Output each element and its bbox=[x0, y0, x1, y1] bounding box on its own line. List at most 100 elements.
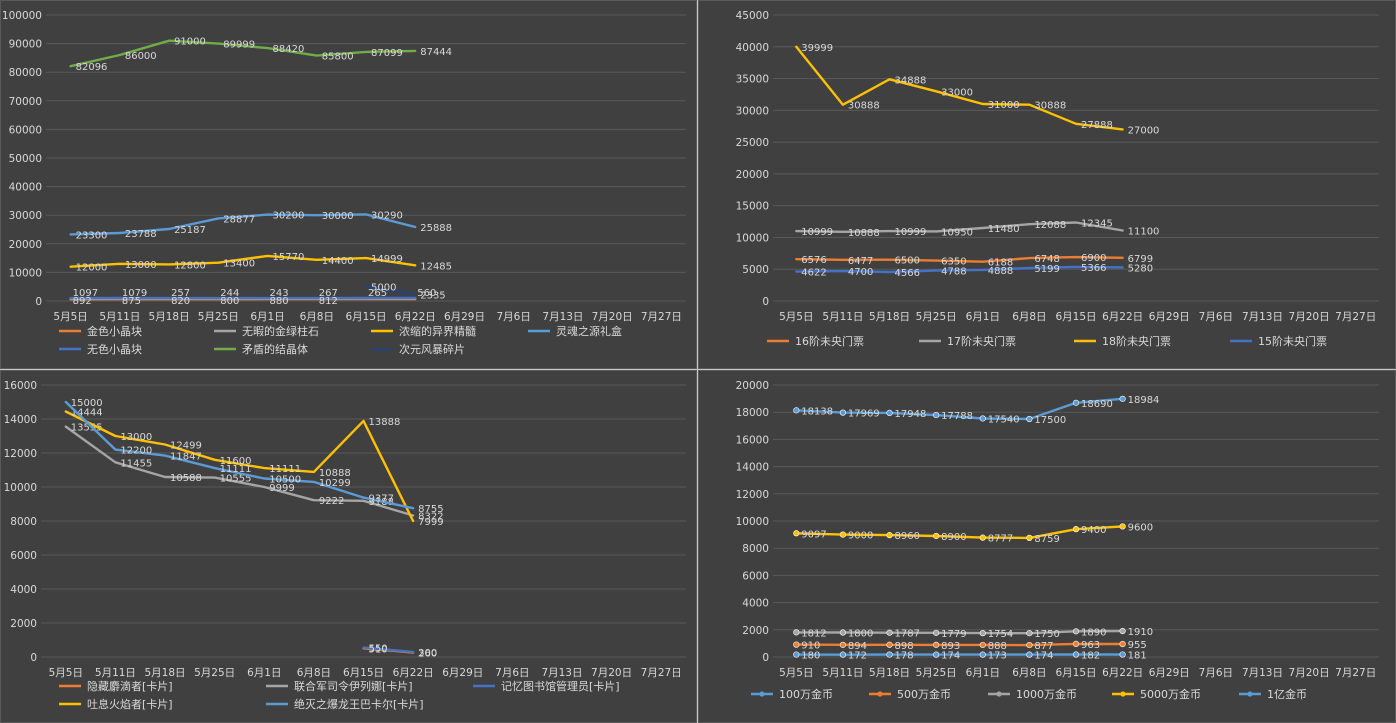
x-tick-label: 6月1日 bbox=[247, 667, 281, 679]
chart-panel-cards: 0 2000 4000 6000 8000 10000 12000 14000 16000 5月5… bbox=[0, 370, 697, 723]
legend-label: 金色小晶块 bbox=[87, 324, 142, 338]
data-point bbox=[1119, 395, 1126, 402]
y-tick-label: 35000 bbox=[736, 74, 769, 86]
y-tick-label: 80000 bbox=[9, 67, 42, 79]
legend-item: 灵魂之源礼盒 bbox=[528, 324, 622, 338]
x-tick-label: 5月11日 bbox=[822, 311, 863, 323]
y-tick-label: 2000 bbox=[742, 625, 769, 637]
data-label: 11455 bbox=[120, 458, 152, 469]
y-tick-label: 0 bbox=[35, 296, 42, 308]
legend-label: 17阶未央门票 bbox=[947, 334, 1016, 348]
data-label: 300 bbox=[418, 648, 437, 659]
extra-data-label: 812 bbox=[319, 296, 338, 307]
legend-item: 吐息火焰者[卡片] bbox=[59, 697, 173, 711]
legend-item: 17阶未央门票 bbox=[919, 334, 1016, 348]
data-label: 174 bbox=[941, 651, 960, 662]
legend-label: 矛盾的结晶体 bbox=[242, 342, 308, 356]
legend-item: 18阶未央门票 bbox=[1074, 334, 1171, 348]
y-tick-label: 30000 bbox=[736, 105, 769, 117]
data-label: 9377 bbox=[369, 494, 394, 505]
data-label: 14999 bbox=[371, 254, 403, 265]
y-tick-label: 10000 bbox=[736, 232, 769, 244]
x-tick-label: 6月22日 bbox=[1102, 667, 1143, 679]
data-label: 88420 bbox=[273, 44, 305, 55]
y-tick-label: 10000 bbox=[736, 516, 769, 528]
data-point bbox=[793, 641, 800, 648]
data-label: 89999 bbox=[223, 40, 255, 51]
data-point bbox=[793, 651, 800, 658]
legend-item: 金色小晶块 bbox=[59, 324, 142, 338]
extra-data-label: 560 bbox=[417, 288, 436, 299]
y-tick-label: 12000 bbox=[736, 489, 769, 501]
series-line-6 bbox=[364, 285, 417, 296]
y-tick-label: 8000 bbox=[10, 516, 37, 528]
y-tick-label: 10000 bbox=[9, 267, 42, 279]
data-label: 15000 bbox=[71, 398, 103, 409]
data-label: 11111 bbox=[220, 464, 252, 475]
chart-panel-materials: 0 10000 20000 30000 40000 50000 60000 70000 8000… bbox=[0, 0, 697, 369]
data-label: 6500 bbox=[895, 256, 920, 267]
data-point bbox=[839, 651, 847, 658]
data-label: 8759 bbox=[1034, 534, 1059, 545]
data-label: 13888 bbox=[369, 417, 401, 428]
data-label: 30888 bbox=[1034, 101, 1066, 112]
data-label: 11111 bbox=[269, 464, 301, 475]
legend-label: 16阶未央门票 bbox=[795, 334, 864, 348]
series-line-3 bbox=[64, 410, 415, 523]
x-tick-label: 7月6日 bbox=[1199, 311, 1233, 323]
data-point bbox=[979, 534, 986, 541]
x-tick-label: 7月27日 bbox=[1335, 667, 1376, 679]
y-tick-label: 50000 bbox=[9, 153, 42, 165]
y-tick-label: 12000 bbox=[4, 448, 37, 460]
data-label: 5000 bbox=[371, 283, 396, 294]
y-tick-label: 18000 bbox=[736, 407, 769, 419]
data-label: 963 bbox=[1081, 640, 1100, 651]
data-label: 877 bbox=[1034, 641, 1053, 652]
data-label: 27000 bbox=[1128, 125, 1160, 136]
data-label: 10999 bbox=[801, 227, 833, 238]
data-label: 30888 bbox=[848, 101, 880, 112]
y-tick-label: 40000 bbox=[736, 42, 769, 54]
legend-marker bbox=[877, 691, 883, 697]
data-point bbox=[933, 641, 940, 648]
x-tick-label: 7月6日 bbox=[497, 311, 531, 323]
data-label: 11600 bbox=[220, 456, 252, 467]
y-tick-label: 90000 bbox=[9, 39, 42, 51]
y-tick-label: 4000 bbox=[10, 584, 37, 596]
chart-panel-gold: 0 2000 4000 6000 8000 10000 12000 14000 16000 180… bbox=[698, 370, 1396, 723]
x-tick-label: 5月11日 bbox=[95, 667, 136, 679]
legend-item: 无暇的金绿柱石 bbox=[214, 324, 319, 338]
x-tick-label: 5月5日 bbox=[49, 667, 83, 679]
legend-item: 15阶未央门票 bbox=[1230, 334, 1327, 348]
x-tick-label: 6月29日 bbox=[1149, 667, 1190, 679]
extra-data-label: 892 bbox=[73, 296, 92, 307]
data-label: 82096 bbox=[76, 62, 108, 73]
data-label: 4566 bbox=[895, 268, 920, 279]
data-label: 1787 bbox=[895, 629, 920, 640]
data-point bbox=[839, 629, 847, 636]
data-label: 18690 bbox=[1081, 399, 1113, 410]
x-tick-label: 6月8日 bbox=[297, 667, 331, 679]
data-label: 1779 bbox=[941, 629, 966, 640]
legend-item: 1亿金币 bbox=[1239, 687, 1307, 701]
series-line-1 bbox=[64, 425, 415, 517]
data-label: 87444 bbox=[420, 47, 452, 58]
extra-data-label: 265 bbox=[368, 288, 387, 299]
data-point bbox=[979, 651, 986, 658]
series-line-2 bbox=[795, 629, 1124, 635]
legend-label: 记忆图书馆管理员[卡片] bbox=[501, 679, 620, 693]
data-label: 4788 bbox=[941, 267, 966, 278]
y-tick-label: 60000 bbox=[9, 124, 42, 136]
data-point bbox=[1026, 630, 1033, 637]
data-label: 1800 bbox=[848, 629, 873, 640]
x-tick-label: 6月29日 bbox=[1149, 311, 1190, 323]
data-label: 33000 bbox=[941, 87, 973, 98]
x-tick-label: 5月18日 bbox=[869, 667, 910, 679]
y-tick-label: 70000 bbox=[9, 96, 42, 108]
data-label: 10888 bbox=[319, 468, 351, 479]
data-point bbox=[886, 629, 893, 636]
data-label: 12345 bbox=[1081, 219, 1113, 230]
data-label: 172 bbox=[848, 651, 867, 662]
chart-materials: 0 10000 20000 30000 40000 50000 60000 70000 8000… bbox=[2, 10, 686, 356]
data-label: 23300 bbox=[76, 230, 108, 241]
